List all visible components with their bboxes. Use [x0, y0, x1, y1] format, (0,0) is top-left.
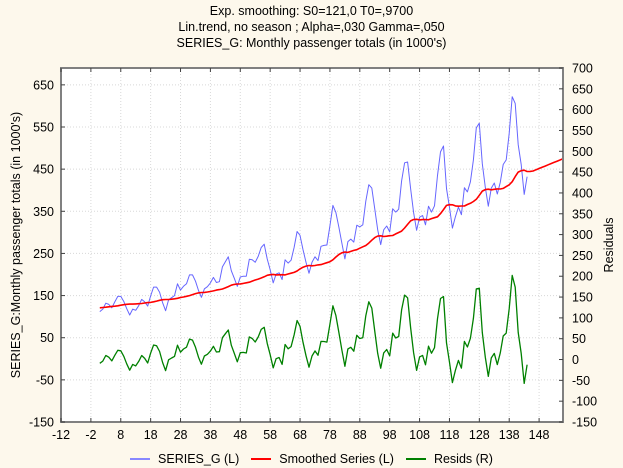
left-axis-ticks: 650 550 450 350 250 150 50 -50 -150 [29, 78, 65, 430]
y-right-tick-label: 600 [572, 103, 593, 117]
plot-frame [60, 67, 564, 423]
x-tick-label: 48 [233, 428, 247, 442]
legend-label-smoothed: Smoothed Series (L) [279, 452, 394, 466]
x-tick-label: 18 [144, 428, 158, 442]
y-right-tick-label: 150 [572, 291, 593, 305]
legend-item-series-g: SERIES_G (L) [130, 452, 239, 466]
y-left-tick-label: 550 [33, 121, 54, 135]
y-right-tick-label: -150 [572, 416, 597, 430]
x-tick-label: -2 [85, 428, 96, 442]
legend-swatch-resids [405, 458, 426, 460]
resids-line [99, 274, 528, 385]
y-left-tick-label: 450 [33, 163, 54, 177]
x-tick-label: -12 [52, 428, 70, 442]
y-right-tick-label: 50 [572, 332, 586, 346]
y-right-tick-label: 400 [572, 186, 593, 200]
y-right-tick-label: 100 [572, 311, 593, 325]
x-tick-label: 128 [469, 428, 490, 442]
series-g-line [99, 96, 528, 316]
y-right-tick-label: 500 [572, 145, 593, 159]
right-axis-ticks: 7006506005505004504003503002502001501005… [559, 62, 597, 430]
x-tick-label: 148 [529, 428, 550, 442]
y-right-tick-label: 200 [572, 270, 593, 284]
x-tick-label: 108 [409, 428, 430, 442]
y-left-tick-label: 250 [33, 247, 54, 261]
y-left-tick-label: 50 [40, 331, 54, 345]
y-left-tick-label: 650 [33, 78, 54, 92]
x-tick-label: 118 [439, 428, 459, 442]
x-tick-label: 8 [117, 428, 124, 442]
y-right-tick-label: 550 [572, 124, 593, 138]
y-right-tick-label: 350 [572, 207, 593, 221]
legend-swatch-series-g [130, 458, 151, 460]
y-left-tick-label: 350 [33, 205, 54, 219]
legend-label-resids: Resids (R) [433, 452, 493, 466]
x-tick-label: 98 [383, 428, 397, 442]
series-lines [99, 96, 564, 385]
y-right-tick-label: 300 [572, 228, 593, 242]
y-right-tick-label: -50 [572, 374, 590, 388]
x-axis-ticks: -12 -2 8 18 28 38 48 58 68 78 88 98 108 118 128 138 148 [52, 68, 550, 442]
y-right-tick-label: -100 [572, 395, 597, 409]
x-tick-label: 78 [323, 428, 337, 442]
x-tick-label: 138 [499, 428, 520, 442]
y-right-tick-label: 700 [572, 62, 593, 76]
legend-label-series-g: SERIES_G (L) [158, 452, 240, 466]
chart-title-line-3: SERIES_G: Monthly passenger totals (in 1… [176, 36, 447, 50]
smoothed-series-line [99, 157, 564, 309]
x-tick-label: 38 [203, 428, 217, 442]
legend-swatch-smoothed [251, 458, 272, 460]
chart-title-line-2: Lin.trend, no season ; Alpha=,030 Gamma=… [178, 20, 445, 34]
legend: SERIES_G (L) Smoothed Series (L) Resids … [0, 452, 623, 466]
left-axis-label: SERIES_G:Monthly passenger totals (in 10… [9, 112, 23, 378]
y-right-tick-label: 650 [572, 82, 593, 96]
x-tick-label: 68 [293, 428, 307, 442]
right-axis-label: Residuals [602, 218, 616, 273]
chart-title-line-1: Exp. smoothing: S0=121,0 T0=,9700 [209, 4, 414, 18]
y-left-tick-label: 150 [33, 289, 54, 303]
x-tick-label: 58 [263, 428, 277, 442]
y-right-tick-label: 0 [572, 353, 579, 367]
legend-item-smoothed: Smoothed Series (L) [251, 452, 394, 466]
x-tick-label: 28 [174, 428, 188, 442]
y-left-tick-label: -150 [29, 416, 54, 430]
y-right-tick-label: 250 [572, 249, 593, 263]
y-left-tick-label: -50 [36, 373, 54, 387]
y-right-tick-label: 450 [572, 166, 593, 180]
legend-item-resids: Resids (R) [405, 452, 493, 466]
x-tick-label: 88 [353, 428, 367, 442]
